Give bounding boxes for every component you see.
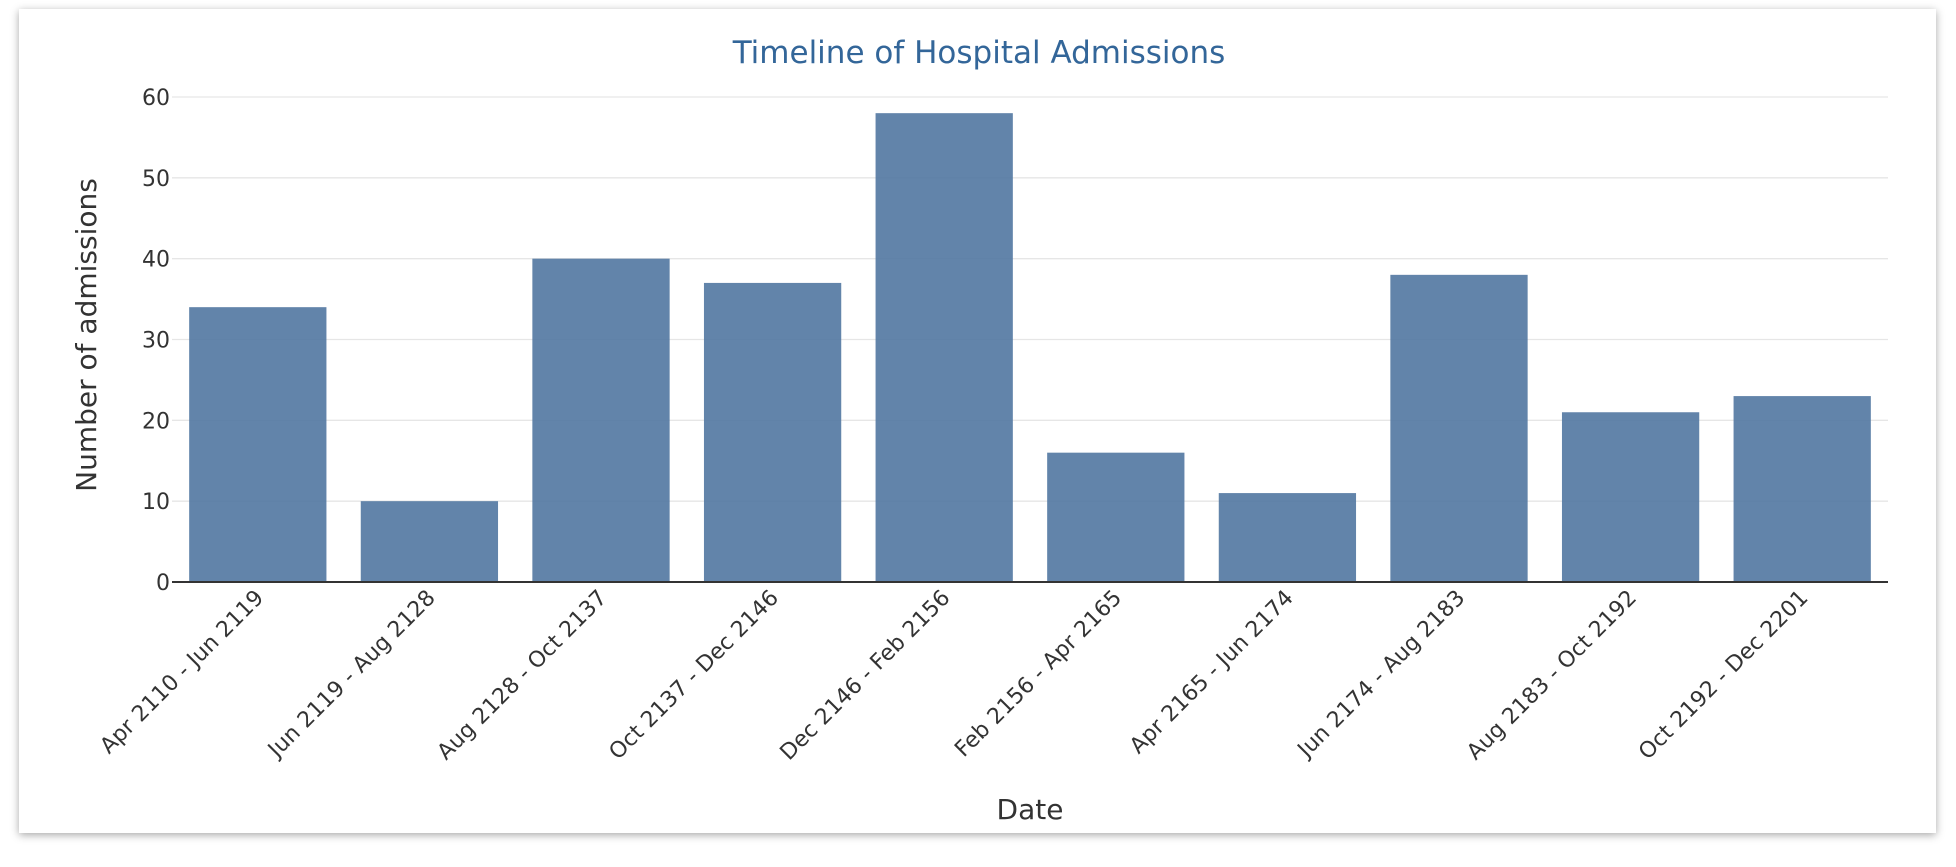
x-tick-label: Oct 2192 - Dec 2201	[1634, 586, 1813, 765]
y-tick-label: 20	[142, 409, 170, 434]
bar	[1047, 452, 1185, 582]
y-tick-label: 60	[142, 86, 170, 111]
bar	[360, 501, 499, 582]
x-tick-label: Oct 2137 - Dec 2146	[605, 586, 784, 765]
bar	[1390, 274, 1528, 582]
bars	[189, 113, 1871, 583]
x-tick-label: Dec 2146 - Feb 2156	[776, 586, 956, 766]
bar	[875, 113, 1013, 583]
y-tick-label: 0	[156, 571, 170, 596]
bar	[1218, 493, 1357, 582]
x-axis-title: Date	[997, 793, 1064, 826]
bar	[703, 282, 842, 582]
bar	[532, 258, 670, 582]
y-tick-label: 50	[142, 167, 170, 192]
x-tick-label: Jun 2174 - Aug 2183	[1292, 586, 1470, 764]
x-tick-label: Aug 2128 - Oct 2137	[433, 586, 613, 766]
bar	[1561, 412, 1700, 582]
x-tick-label: Aug 2183 - Oct 2192	[1462, 586, 1642, 766]
y-tick-labels: 0 10 20 30 40 50 60	[142, 86, 170, 596]
x-tick-label: Jun 2119 - Aug 2128	[262, 586, 440, 764]
chart-card: 0 10 20 30 40 50 60 Apr 2110 - Jun 2119 Jun 211…	[19, 9, 1936, 833]
y-tick-label: 10	[142, 490, 170, 515]
chart-title: Timeline of Hospital Admissions	[732, 35, 1226, 71]
y-tick-label: 30	[142, 329, 170, 354]
bar	[189, 307, 327, 582]
y-axis-title: Number of admissions	[70, 178, 103, 492]
x-tick-label: Apr 2110 - Jun 2119	[96, 586, 269, 759]
x-tick-label: Apr 2165 - Jun 2174	[1125, 586, 1298, 759]
y-tick-label: 40	[142, 248, 170, 273]
x-tick-label: Feb 2156 - Apr 2165	[950, 586, 1127, 763]
bar	[1733, 396, 1871, 582]
